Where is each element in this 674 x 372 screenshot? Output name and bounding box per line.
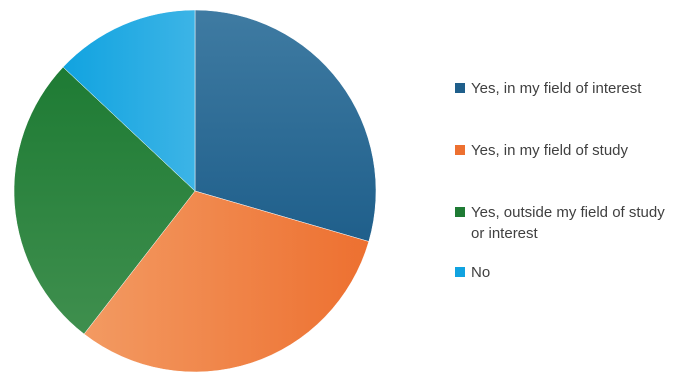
legend-swatch [455, 83, 465, 93]
legend-item: No [455, 262, 669, 283]
legend-label: Yes, in my field of interest [471, 80, 642, 97]
legend-swatch [455, 207, 465, 217]
pie-slice-field-of-interest [194, 9, 377, 242]
legend-item: Yes, in my field of interest [455, 78, 669, 99]
legend-item: Yes, in my field of study [455, 140, 669, 161]
legend-label: Yes, in my field of study [471, 142, 629, 159]
pie-slice-no [62, 9, 196, 192]
legend-swatch [455, 145, 465, 155]
legend-label: Yes, outside my field of study or intere… [471, 204, 665, 242]
legend-swatch [455, 267, 465, 277]
pie-slice-field-of-study [83, 190, 370, 372]
legend-label: No [471, 264, 491, 281]
pie-slice-outside-field [13, 66, 196, 335]
legend-item: Yes, outside my field of study or intere… [455, 202, 669, 244]
